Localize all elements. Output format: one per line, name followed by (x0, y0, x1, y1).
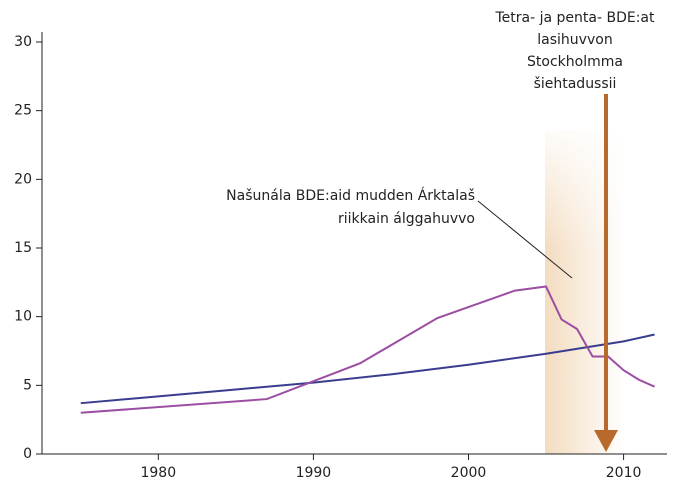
annotation: Tetra- ja penta- BDE:at (495, 10, 656, 26)
y-tick-label: 30 (14, 34, 32, 50)
annotation: Stockholmma (527, 54, 623, 70)
x-tick-label: 1990 (296, 465, 332, 481)
arrow-head (594, 430, 618, 452)
y-tick-label: 25 (14, 103, 32, 119)
x-tick-label: 2000 (451, 465, 487, 481)
highlight-fade (545, 130, 625, 250)
y-tick-label: 10 (14, 309, 32, 325)
x-tick-label: 1980 (140, 465, 176, 481)
y-tick-label: 20 (14, 171, 32, 187)
y-tick-label: 15 (14, 240, 32, 256)
y-tick-label: 0 (23, 446, 32, 462)
annotation: riikkain álggahuvvo (338, 211, 475, 227)
y-tick-label: 5 (23, 377, 32, 393)
x-tick-label: 2010 (606, 465, 642, 481)
series-line (80, 285, 655, 414)
annotation: Našunála BDE:aid mudden Árktalaš (226, 187, 475, 204)
annotation-leader (477, 200, 573, 279)
series-line (80, 333, 655, 405)
annotation: šiehtadussii (534, 76, 617, 92)
annotation: lasihuvvon (537, 32, 612, 48)
